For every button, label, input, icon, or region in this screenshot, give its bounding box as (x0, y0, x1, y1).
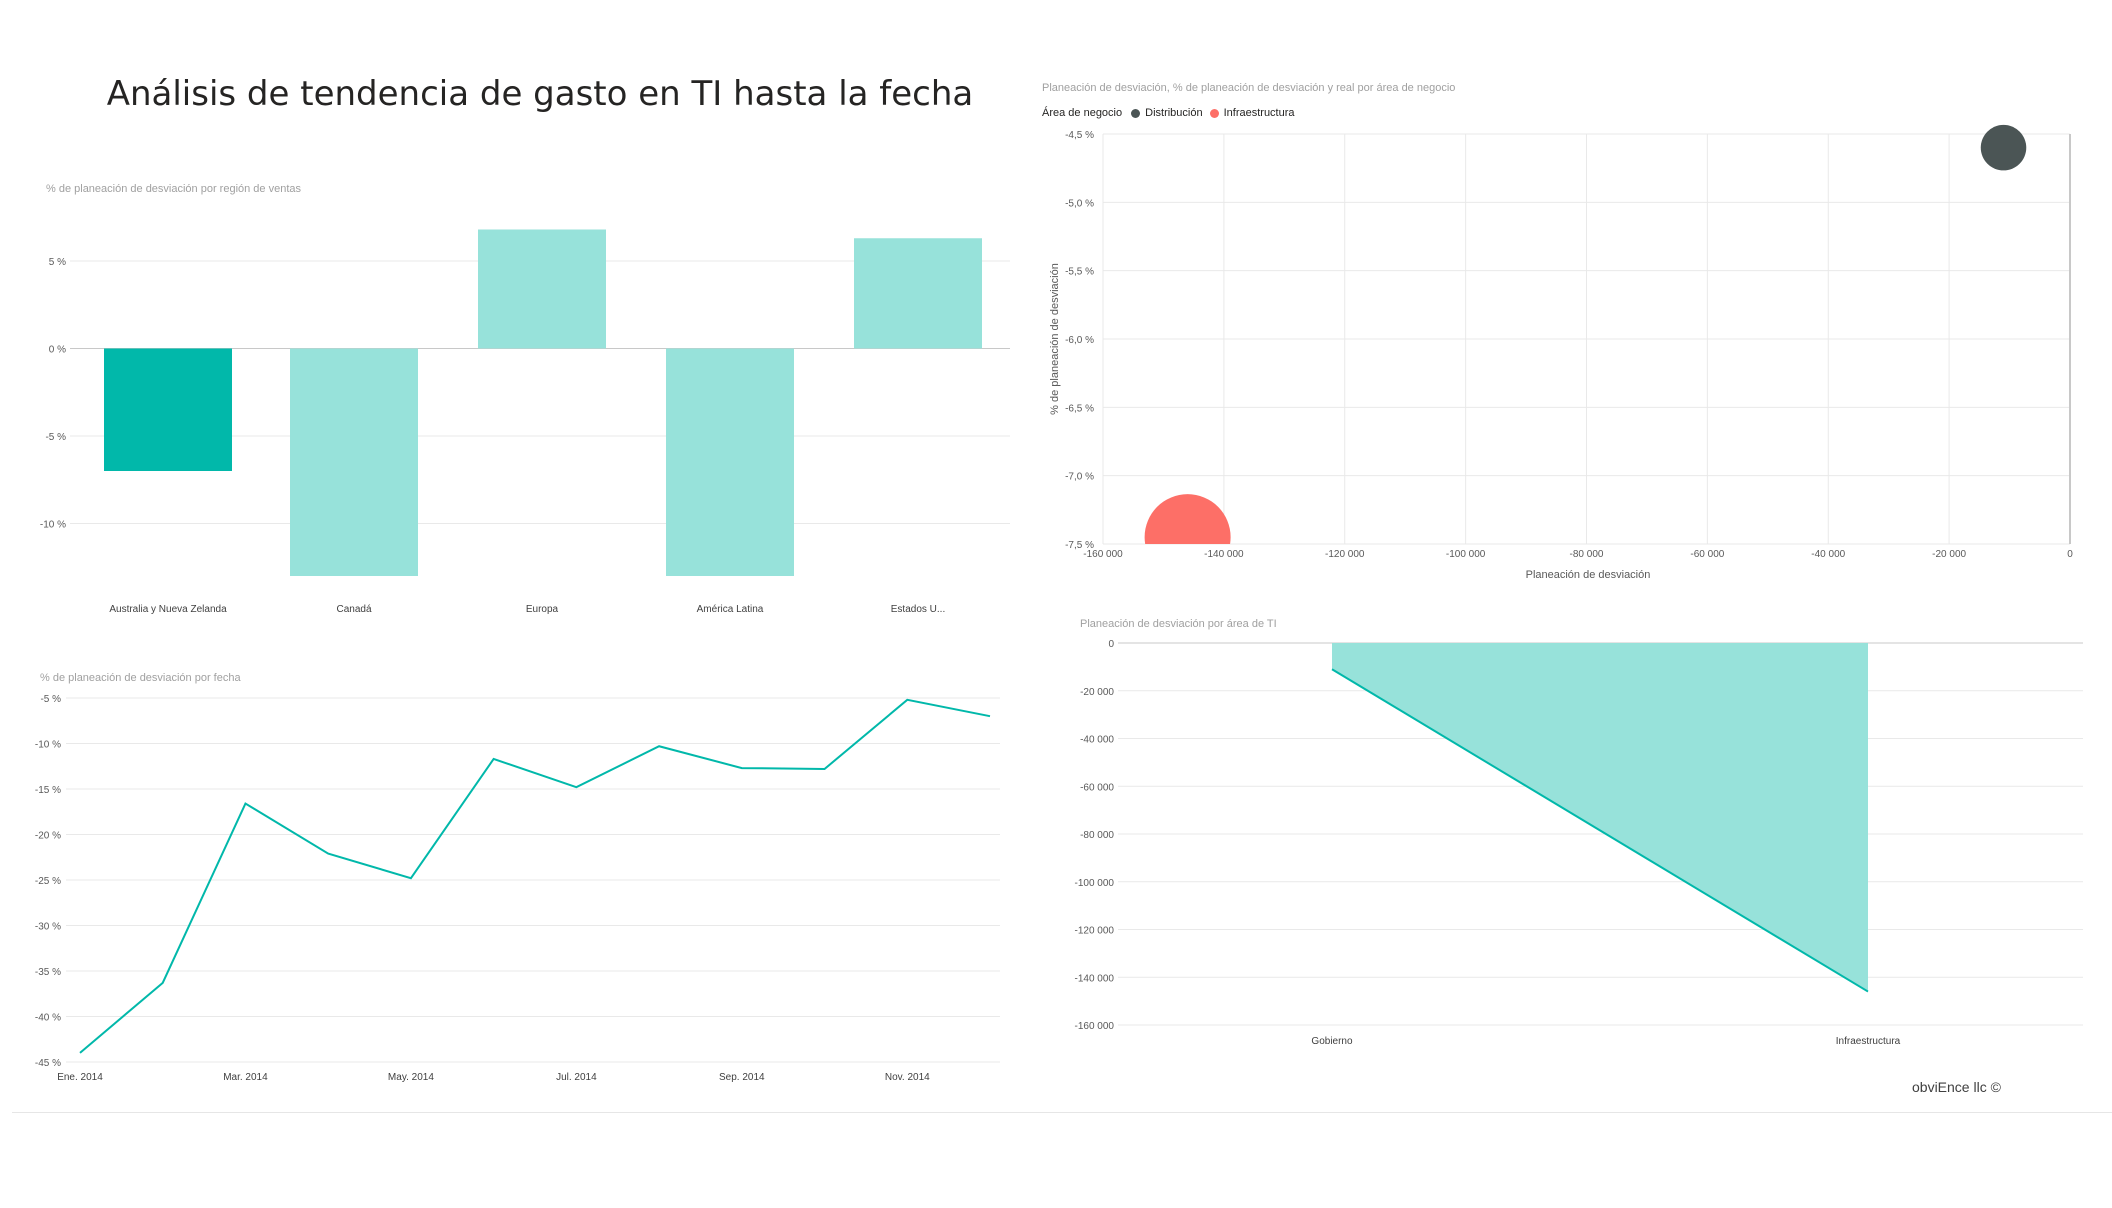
scatter-x-tick-label: -160 000 (1083, 549, 1123, 560)
area-y-tick-label: -140 000 (1075, 973, 1115, 984)
bar-4 (854, 238, 982, 349)
scatter-x-tick-label: 0 (2067, 549, 2073, 560)
scatter-x-axis-label: Planeación de desviación (1526, 569, 1651, 581)
scatter-x-tick-label: -100 000 (1446, 549, 1486, 560)
bar-1 (290, 348, 418, 576)
bottom-divider (12, 1112, 2112, 1113)
line-x-tick-label: Sep. 2014 (719, 1072, 765, 1083)
bar-y-tick-label: -5 % (45, 432, 66, 443)
bar-x-tick-label: Australia y Nueva Zelanda (109, 604, 227, 615)
legend-label-infraestructura[interactable]: Infraestructura (1223, 107, 1295, 119)
scatter-x-tick-label: -120 000 (1325, 549, 1365, 560)
scatter-x-tick-label: -20 000 (1932, 549, 1966, 560)
line-y-tick-label: -40 % (35, 1013, 61, 1024)
legend-marker-infraestructura (1209, 108, 1219, 118)
line-x-tick-label: May. 2014 (388, 1072, 434, 1083)
area-y-tick-label: -160 000 (1075, 1021, 1115, 1032)
line-series (79, 698, 991, 1054)
bar-y-tick-label: 0 % (49, 345, 66, 356)
area-fill (1332, 643, 1868, 992)
scatter-y-tick-label: -7,5 % (1065, 540, 1094, 551)
scatter-y-tick-label: -5,5 % (1065, 267, 1094, 278)
scatter-point-infraestructura (1144, 494, 1231, 544)
scatter-legend[interactable]: Área de negocio Distribución Infraestruc… (1042, 107, 1295, 119)
bar-x-tick-label: Europa (526, 604, 559, 615)
scatter-chart-title: Planeación de desviación, % de planeació… (1042, 82, 1456, 94)
scatter-y-tick-label: -6,5 % (1065, 403, 1094, 414)
area-line (1331, 668, 1869, 993)
scatter-x-tick-label: -40 000 (1811, 549, 1845, 560)
scatter-x-tick-label: -140 000 (1204, 549, 1244, 560)
scatter-point-distribución (1980, 124, 2027, 171)
legend-label-distribucion[interactable]: Distribución (1145, 107, 1203, 119)
line-x-tick-label: Jul. 2014 (556, 1072, 597, 1083)
area-y-tick-label: -60 000 (1080, 782, 1114, 793)
line-y-tick-label: -30 % (35, 922, 61, 933)
line-y-tick-label: -5 % (40, 694, 61, 705)
bar-x-tick-label: Estados U... (891, 604, 945, 615)
bar-x-tick-label: Canadá (336, 604, 371, 615)
footer-credit: obviEnce llc © (1912, 1079, 2001, 1095)
line-y-tick-label: -20 % (35, 831, 61, 842)
legend-title: Área de negocio (1042, 107, 1123, 119)
page-title: Análisis de tendencia de gasto en TI has… (106, 74, 974, 114)
area-x-tick-label: Gobierno (1311, 1036, 1353, 1047)
line-chart-title: % de planeación de desviación por fecha (40, 672, 241, 684)
scatter-y-tick-label: -6,0 % (1065, 335, 1094, 346)
scatter-y-tick-label: -5,0 % (1065, 198, 1094, 209)
line-y-tick-label: -10 % (35, 740, 61, 751)
line-y-tick-label: -25 % (35, 876, 61, 887)
area-y-tick-label: -80 000 (1080, 830, 1114, 841)
line-x-tick-label: Nov. 2014 (885, 1072, 930, 1083)
line-x-tick-label: Mar. 2014 (223, 1072, 268, 1083)
scatter-y-tick-label: -4,5 % (1065, 130, 1094, 141)
bar-x-tick-label: América Latina (697, 604, 764, 615)
area-x-tick-label: Infraestructura (1836, 1036, 1901, 1047)
area-y-tick-label: -40 000 (1080, 735, 1114, 746)
area-y-tick-label: -120 000 (1075, 926, 1115, 937)
bar-y-tick-label: 5 % (49, 257, 66, 268)
area-y-tick-label: 0 (1108, 639, 1114, 650)
area-y-tick-label: -20 000 (1080, 687, 1114, 698)
area-y-tick-label: -100 000 (1075, 878, 1115, 889)
bar-chart-title: % de planeación de desviación por región… (46, 183, 302, 195)
bar-3 (666, 348, 794, 576)
bar-y-tick-label: -10 % (40, 520, 66, 531)
line-y-tick-label: -35 % (35, 967, 61, 978)
line-y-tick-label: -45 % (35, 1058, 61, 1069)
scatter-x-tick-label: -60 000 (1690, 549, 1724, 560)
bar-2 (478, 229, 606, 349)
area-chart-title: Planeación de desviación por área de TI (1080, 618, 1277, 630)
bar-0 (104, 348, 232, 471)
scatter-x-tick-label: -80 000 (1570, 549, 1604, 560)
scatter-y-axis-label: % de planeación de desviación (1049, 263, 1061, 415)
scatter-y-tick-label: -7,0 % (1065, 472, 1094, 483)
legend-marker-distribucion (1131, 108, 1141, 118)
line-y-tick-label: -15 % (35, 785, 61, 796)
line-x-tick-label: Ene. 2014 (57, 1072, 103, 1083)
